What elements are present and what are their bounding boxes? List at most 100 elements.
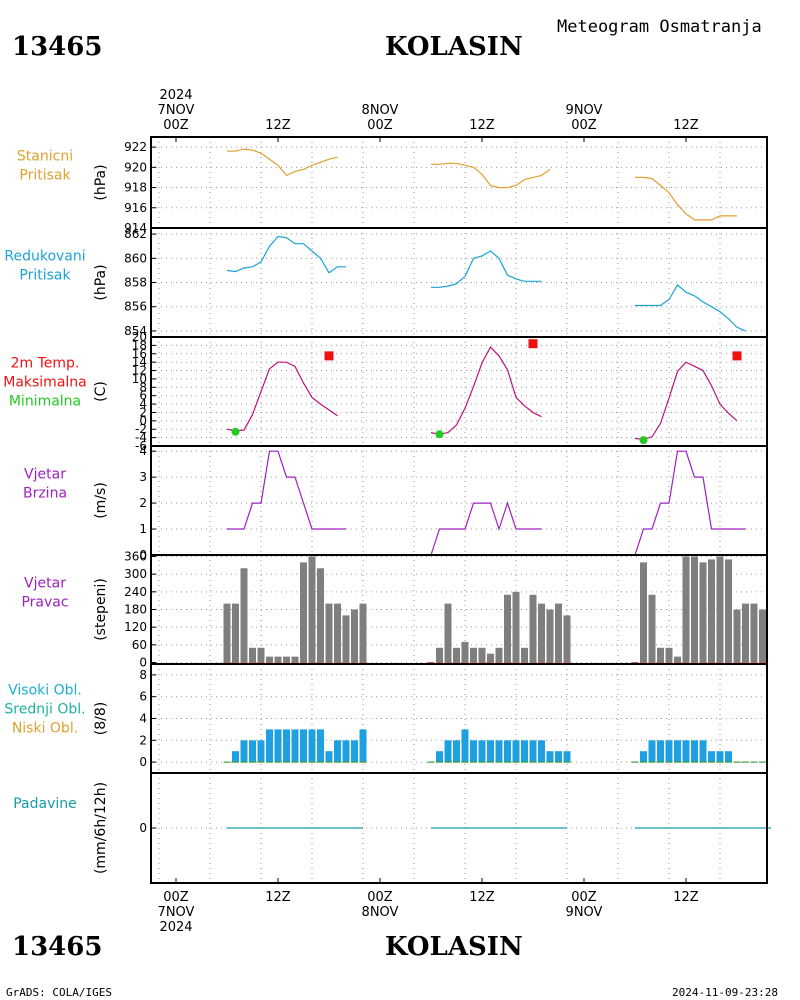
series-line xyxy=(634,361,738,440)
bar xyxy=(470,740,477,763)
y-tick-label: 300 xyxy=(124,567,147,581)
panel-label: Vjetar xyxy=(24,576,66,592)
bar xyxy=(691,740,698,763)
y-tick-label: 0 xyxy=(139,755,147,769)
bar xyxy=(308,729,316,763)
series-line xyxy=(430,346,542,435)
panel-label: Visoki Obl. xyxy=(8,683,82,699)
bar xyxy=(665,740,673,763)
y-tick-label: 4 xyxy=(139,712,147,726)
y-tick-label: 14 xyxy=(132,355,147,369)
y-tick-label: 20 xyxy=(132,330,147,344)
x-tick-label: 2024 xyxy=(159,920,192,935)
min-temp-marker xyxy=(639,436,648,445)
y-tick-label: 12 xyxy=(132,364,147,378)
y-tick-label: 6 xyxy=(139,690,147,704)
bar xyxy=(682,556,690,663)
series-line xyxy=(635,283,746,332)
x-tick-label: 8NOV xyxy=(362,103,399,118)
bar xyxy=(291,729,299,763)
bar xyxy=(308,556,316,663)
series-line xyxy=(430,501,542,556)
bar xyxy=(351,740,358,763)
bar xyxy=(232,603,239,663)
y-axis-label: (stepeni) xyxy=(93,578,109,641)
series-line xyxy=(634,450,746,556)
y-tick-label: 2 xyxy=(139,733,147,747)
bar xyxy=(495,740,503,763)
bar xyxy=(257,647,265,663)
bar xyxy=(359,603,367,663)
y-tick-label: -6 xyxy=(135,439,147,453)
bar xyxy=(716,556,724,663)
y-axis-label: (hPa) xyxy=(93,164,109,200)
bar xyxy=(725,559,732,663)
bar xyxy=(444,740,452,763)
station-id-top: 13465 xyxy=(12,32,102,62)
x-tick-label: 00Z xyxy=(571,118,597,133)
bar xyxy=(733,609,741,663)
bar xyxy=(648,740,656,763)
y-axis-label: (m/s) xyxy=(93,482,109,519)
bar xyxy=(521,740,528,763)
bar xyxy=(563,751,571,763)
panel-padavine: 0 Padavine (mm/6h/12h) xyxy=(13,772,771,884)
bar xyxy=(334,603,341,663)
y-tick-label: 120 xyxy=(124,620,147,634)
y-tick-label: 360 xyxy=(124,549,147,563)
station-name-bottom: KOLASIN xyxy=(385,932,523,962)
min-temp-marker xyxy=(435,430,444,439)
bar xyxy=(240,740,248,763)
panel-oblacnost: 0 2 4 6 8 Visoki Obl. Srednji Obl. Niski Obl. (8… xyxy=(4,663,768,774)
panel-vjetar-brzina: 0 1 2 3 4 Vjetar Brzina (m/s) xyxy=(23,444,768,562)
x-tick-label: 12Z xyxy=(469,118,495,133)
credit-text: GrADS: COLA/IGES xyxy=(6,986,112,999)
bar xyxy=(266,729,273,763)
x-tick-label: 12Z xyxy=(673,118,699,133)
bar xyxy=(699,562,707,663)
bar xyxy=(291,656,299,663)
bar xyxy=(283,729,290,763)
y-tick-label: 18 xyxy=(132,338,147,352)
y-tick-label: 918 xyxy=(124,181,147,195)
y-axis-label: (C) xyxy=(93,381,109,402)
y-tick-label: -4 xyxy=(135,431,147,445)
bar xyxy=(359,729,367,763)
bar xyxy=(512,740,520,763)
y-tick-label: 860 xyxy=(124,251,147,265)
series-line xyxy=(431,250,542,288)
bar xyxy=(504,740,511,763)
y-tick-label: 16 xyxy=(132,347,147,361)
bar xyxy=(691,556,698,663)
series-line xyxy=(635,176,737,221)
min-temp-marker xyxy=(231,427,240,436)
y-tick-label: 0 xyxy=(139,821,147,835)
y-tick-label: 6 xyxy=(139,389,147,403)
bar xyxy=(521,647,528,663)
bar xyxy=(342,740,350,763)
max-temp-marker xyxy=(324,351,334,361)
x-tick-label: 00Z xyxy=(571,890,597,905)
timestamp-text: 2024-11-09-23:28 xyxy=(672,986,778,999)
bar xyxy=(453,647,460,663)
panel-label: Vjetar xyxy=(24,467,66,483)
bar xyxy=(436,751,443,763)
bar xyxy=(487,740,494,763)
y-tick-label: 2 xyxy=(139,496,147,510)
panel-frame xyxy=(150,136,768,229)
bar xyxy=(657,740,664,763)
bar xyxy=(266,656,273,663)
bar xyxy=(334,740,341,763)
y-tick-label: 60 xyxy=(132,638,147,652)
panel-label: Brzina xyxy=(23,486,67,502)
bar xyxy=(232,751,239,763)
bar xyxy=(257,740,265,763)
y-tick-label: 3 xyxy=(139,470,147,484)
bar xyxy=(563,615,571,663)
bar xyxy=(708,559,715,663)
bar xyxy=(300,729,307,763)
